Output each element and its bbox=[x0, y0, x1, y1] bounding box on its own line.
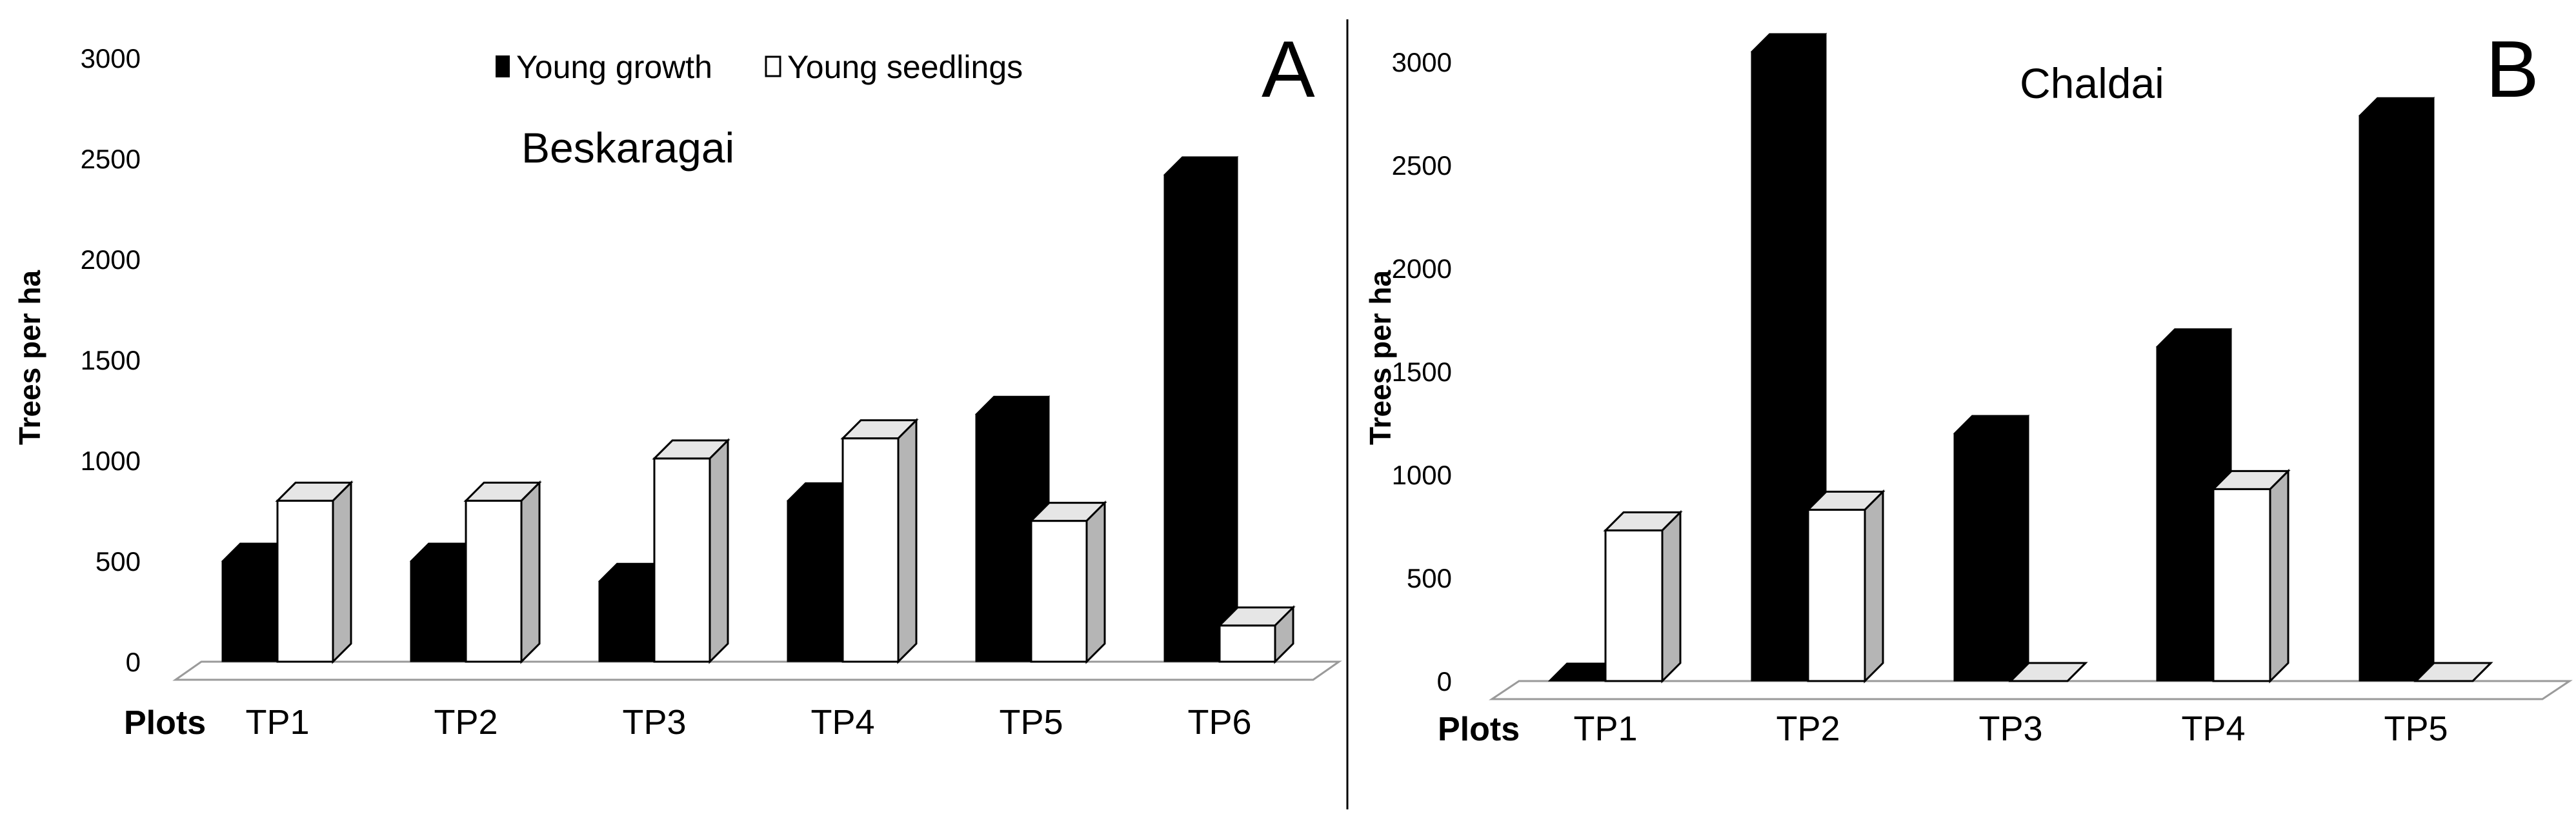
panel-b-site-title: Chaldai bbox=[2020, 59, 2164, 107]
panel-b-x-tick-tp3: TP3 bbox=[1978, 709, 2042, 748]
panel-b-bar-young-seedlings-tp4 bbox=[2211, 468, 2291, 684]
panel-b-bar-young-growth-tp3 bbox=[1953, 414, 2030, 682]
panel-b-bar-young-seedlings-tp1 bbox=[1603, 509, 1683, 684]
panel-b-floor bbox=[1489, 680, 2573, 700]
panel-b-x-tick-tp1: TP1 bbox=[1573, 709, 1637, 748]
panel-b-ylabel: Trees per ha bbox=[1363, 270, 1397, 445]
panel-b-bar-young-seedlings-tp2 bbox=[1806, 489, 1886, 684]
panel-b-bar-young-growth-tp2 bbox=[1750, 32, 1827, 682]
panel-a-y-tick-2500: 2500 bbox=[81, 144, 141, 174]
panel-b-chart: 0 500 1000 1500 2000 2500 3000 TP1 TP2 TP3 TP4 TP5 bbox=[1392, 32, 2573, 748]
panel-b-bar-young-seedlings-tp5 bbox=[2413, 662, 2493, 682]
panel-b-y-tick-1500: 1500 bbox=[1392, 357, 1452, 387]
legend: Young growth Young seedlings bbox=[496, 49, 1023, 85]
legend-swatch-young-growth bbox=[496, 55, 510, 77]
panel-a-letter: A bbox=[1262, 25, 1315, 114]
panel-a-chart: 0 500 1000 1500 2000 2500 3000 TP1 TP2 TP3 TP4 TP5 T… bbox=[81, 43, 1342, 742]
panel-b-y-tick-2500: 2500 bbox=[1392, 150, 1452, 181]
panel-b-bar-young-seedlings-tp3 bbox=[2008, 662, 2088, 682]
panel-a-bar-young-seedlings-tp6 bbox=[1217, 605, 1296, 664]
panel-a-x-tick-tp2: TP2 bbox=[434, 703, 498, 742]
panel-a-bar-young-seedlings-tp3 bbox=[652, 438, 730, 664]
panel-b-xlabel: Plots bbox=[1438, 711, 1520, 748]
panel-a-y-tick-500: 500 bbox=[96, 546, 141, 577]
panel-a-y-tick-0: 0 bbox=[126, 647, 141, 677]
panel-a-y-tick-1500: 1500 bbox=[81, 345, 141, 375]
legend-label-young-growth: Young growth bbox=[516, 49, 712, 85]
panel-b-y-tick-1000: 1000 bbox=[1392, 460, 1452, 490]
panel-b-bar-young-growth-tp5 bbox=[2358, 96, 2435, 682]
panel-a-x-tick-tp3: TP3 bbox=[622, 703, 686, 742]
panel-a-bar-young-seedlings-tp5 bbox=[1029, 500, 1107, 664]
panel-a-bar-young-seedlings-tp2 bbox=[463, 480, 542, 664]
panel-b-x-tick-tp5: TP5 bbox=[2384, 709, 2448, 748]
panel-b-x-tick-tp2: TP2 bbox=[1776, 709, 1840, 748]
panel-a-bar-young-seedlings-tp4 bbox=[840, 418, 919, 664]
panel-a-x-tick-tp4: TP4 bbox=[810, 703, 874, 742]
panel-b-y-tick-500: 500 bbox=[1407, 563, 1452, 593]
panel-a-y-tick-1000: 1000 bbox=[81, 446, 141, 476]
panel-b-letter: B bbox=[2486, 25, 2539, 114]
legend-swatch-young-seedlings bbox=[765, 55, 781, 77]
panel-b-y-tick-2000: 2000 bbox=[1392, 253, 1452, 284]
panel-b-x-tick-tp4: TP4 bbox=[2181, 709, 2245, 748]
panel-a-y-tick-3000: 3000 bbox=[81, 43, 141, 74]
panel-a-y-tick-2000: 2000 bbox=[81, 244, 141, 275]
panel-a-x-tick-tp1: TP1 bbox=[245, 703, 309, 742]
panel-a-bar-young-growth-tp6 bbox=[1163, 155, 1239, 663]
legend-label-young-seedlings: Young seedlings bbox=[787, 49, 1023, 85]
panel-a-bar-young-seedlings-tp1 bbox=[275, 480, 354, 664]
panel-a-x-tick-tp5: TP5 bbox=[999, 703, 1063, 742]
panel-a-floor bbox=[172, 660, 1342, 681]
panel-a-x-tick-tp6: TP6 bbox=[1187, 703, 1251, 742]
panel-a-site-title: Beskaragai bbox=[521, 124, 734, 172]
panel-b-y-tick-0: 0 bbox=[1437, 666, 1452, 697]
panel-b-y-tick-3000: 3000 bbox=[1392, 47, 1452, 77]
panel-a-ylabel: Trees per ha bbox=[13, 270, 46, 445]
panel-a-xlabel: Plots bbox=[124, 704, 206, 742]
